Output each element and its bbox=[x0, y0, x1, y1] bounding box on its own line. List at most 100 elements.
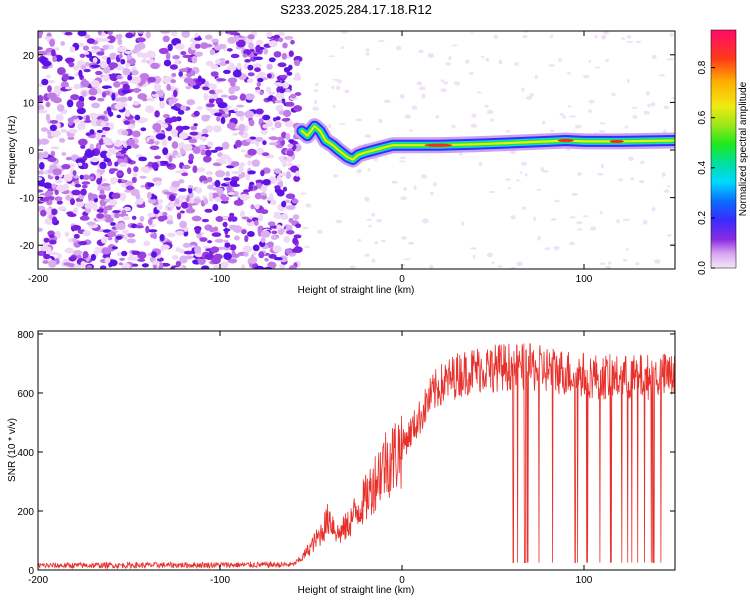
noise-speckle bbox=[210, 246, 220, 253]
noise-speckle bbox=[121, 262, 131, 269]
noise-speckle bbox=[68, 256, 77, 262]
noise-speckle bbox=[207, 240, 213, 244]
noise-speckle bbox=[141, 59, 148, 64]
noise-speckle bbox=[123, 233, 128, 241]
noise-speckle bbox=[262, 114, 271, 121]
noise-speckle bbox=[106, 35, 116, 44]
noise-speckle bbox=[254, 192, 262, 200]
noise-speckle bbox=[119, 96, 129, 103]
noise-speckle bbox=[68, 128, 78, 134]
noise-speckle bbox=[182, 144, 193, 152]
noise-speckle bbox=[42, 196, 49, 202]
noise-speckle bbox=[247, 231, 255, 237]
faint-speckle bbox=[626, 35, 632, 39]
faint-speckle bbox=[421, 176, 428, 179]
noise-speckle bbox=[276, 224, 282, 230]
noise-speckle bbox=[170, 31, 178, 37]
faint-speckle bbox=[632, 114, 638, 120]
noise-speckle bbox=[121, 209, 127, 215]
faint-speckle bbox=[429, 264, 434, 269]
noise-speckle bbox=[168, 155, 173, 163]
noise-speckle bbox=[79, 174, 84, 180]
noise-speckle bbox=[173, 89, 178, 98]
faint-speckle bbox=[540, 167, 544, 172]
noise-speckle bbox=[267, 241, 274, 248]
noise-speckle bbox=[247, 34, 255, 40]
noise-speckle bbox=[168, 194, 176, 202]
noise-speckle bbox=[43, 237, 50, 243]
faint-speckle bbox=[349, 265, 356, 269]
noise-speckle bbox=[114, 212, 120, 219]
noise-speckle bbox=[181, 172, 189, 177]
faint-speckle bbox=[611, 92, 616, 97]
noise-speckle bbox=[295, 223, 302, 228]
noise-speckle bbox=[226, 185, 233, 193]
noise-speckle bbox=[203, 92, 209, 101]
noise-speckle bbox=[79, 53, 86, 58]
noise-speckle bbox=[170, 129, 179, 135]
snr-y-label: SNR (10 * v/v) bbox=[7, 418, 18, 482]
noise-speckle bbox=[203, 180, 209, 184]
noise-speckle bbox=[247, 148, 257, 156]
noise-speckle bbox=[290, 93, 297, 99]
noise-speckle bbox=[141, 263, 149, 268]
signal-core-yellow bbox=[300, 125, 675, 161]
noise-speckle bbox=[121, 130, 129, 136]
noise-speckle bbox=[285, 205, 296, 211]
noise-speckle bbox=[80, 188, 87, 196]
noise-speckle bbox=[193, 110, 200, 117]
faint-speckle bbox=[344, 89, 350, 94]
noise-speckle bbox=[96, 51, 105, 56]
noise-speckle bbox=[111, 92, 116, 101]
faint-speckle bbox=[628, 156, 634, 162]
noise-speckle bbox=[209, 49, 216, 56]
noise-speckle bbox=[227, 36, 237, 44]
noise-speckle bbox=[236, 104, 245, 108]
noise-speckle bbox=[207, 125, 213, 130]
spectrogram-noise bbox=[38, 31, 675, 269]
noise-speckle bbox=[47, 85, 52, 93]
noise-speckle bbox=[222, 107, 229, 112]
faint-speckle bbox=[600, 164, 605, 169]
faint-speckle bbox=[550, 218, 557, 221]
noise-speckle bbox=[285, 171, 292, 180]
faint-speckle bbox=[458, 152, 463, 156]
noise-speckle bbox=[62, 73, 69, 81]
noise-speckle bbox=[122, 83, 130, 91]
noise-speckle bbox=[101, 183, 111, 187]
noise-speckle bbox=[125, 32, 134, 39]
noise-speckle bbox=[86, 264, 92, 269]
noise-speckle bbox=[143, 240, 150, 247]
noise-speckle bbox=[254, 203, 260, 210]
faint-speckle bbox=[356, 168, 362, 174]
noise-speckle bbox=[220, 154, 230, 160]
faint-speckle bbox=[488, 190, 496, 194]
noise-speckle bbox=[247, 78, 254, 84]
noise-speckle bbox=[54, 196, 63, 202]
noise-speckle bbox=[126, 145, 132, 149]
noise-speckle bbox=[63, 174, 73, 182]
noise-speckle bbox=[88, 112, 99, 119]
noise-speckle bbox=[229, 244, 237, 251]
noise-speckle bbox=[281, 200, 287, 208]
noise-speckle bbox=[147, 182, 155, 187]
noise-speckle bbox=[134, 114, 141, 121]
noise-speckle bbox=[226, 105, 232, 109]
colorbar-label: Normalized spectral amplitude bbox=[738, 81, 749, 216]
faint-speckle bbox=[554, 245, 558, 251]
noise-speckle bbox=[188, 138, 198, 144]
noise-speckle bbox=[107, 231, 117, 238]
noise-speckle bbox=[281, 131, 287, 139]
faint-speckle bbox=[621, 37, 626, 40]
noise-speckle bbox=[282, 161, 287, 168]
faint-speckle bbox=[575, 124, 582, 129]
noise-speckle bbox=[220, 261, 230, 268]
noise-speckle bbox=[161, 160, 169, 165]
noise-speckle bbox=[278, 37, 284, 43]
faint-speckle bbox=[646, 91, 650, 96]
noise-speckle bbox=[38, 170, 45, 175]
noise-speckle bbox=[238, 123, 246, 132]
faint-speckle bbox=[445, 62, 452, 66]
noise-speckle bbox=[171, 141, 179, 149]
noise-speckle bbox=[179, 68, 188, 73]
